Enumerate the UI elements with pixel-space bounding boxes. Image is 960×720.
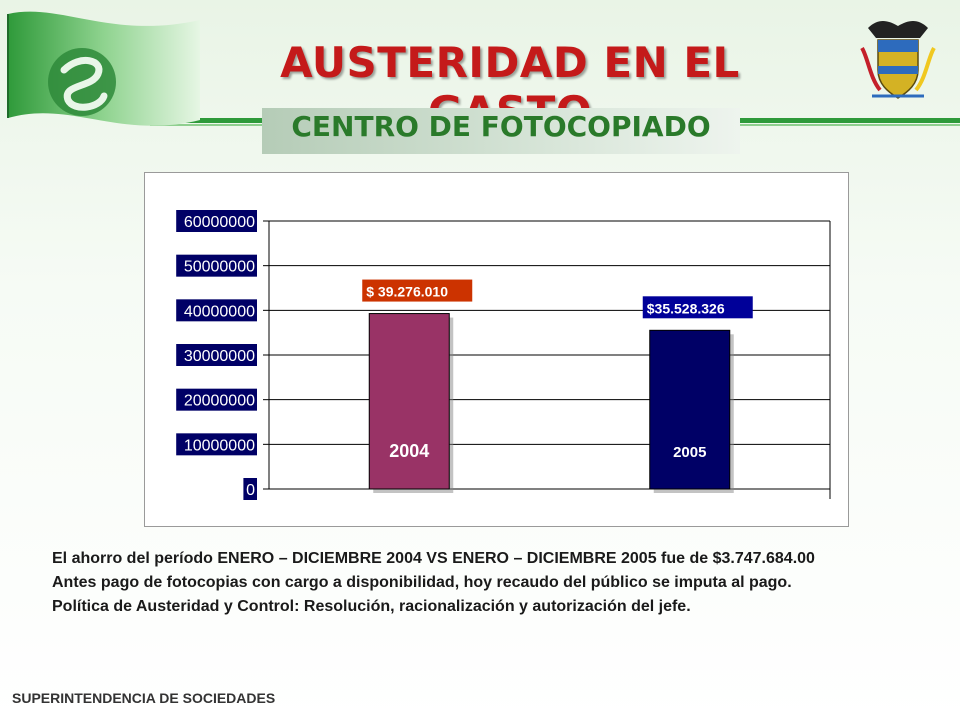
y-tick-label: 30000000	[184, 348, 255, 365]
y-tick-label-bg	[176, 433, 257, 456]
y-tick-label: 0	[246, 482, 255, 499]
y-tick-label-bg	[176, 388, 257, 411]
paragraph-payment: Antes pago de fotocopias con cargo a dis…	[52, 574, 792, 591]
y-tick-label-bg	[176, 344, 257, 366]
subtitle-background	[262, 108, 740, 154]
y-tick-label-bg	[176, 299, 257, 322]
bar-2004	[368, 313, 450, 490]
y-tick-label: 40000000	[184, 303, 255, 320]
bar-2005	[649, 329, 731, 490]
data-label-bg	[642, 296, 753, 319]
data-label: $35.528.326	[647, 300, 725, 316]
bar-chart-svg: 0 10000000 20000000 30000000 40000000 5000000…	[176, 210, 831, 500]
y-tick-label: 20000000	[184, 393, 255, 410]
y-tick-label: 50000000	[184, 259, 255, 276]
footer-text: SUPERINTENDENCIA DE SOCIEDADES	[12, 690, 276, 706]
bar-category-label: 2005	[673, 444, 706, 461]
y-tick-label: 60000000	[184, 214, 255, 231]
bar-category-label: 2004	[389, 441, 429, 461]
y-tick-label-bg	[176, 254, 257, 277]
paragraph-savings: El ahorro del período ENERO – DICIEMBRE …	[52, 550, 815, 567]
y-tick-label: 10000000	[184, 437, 255, 454]
y-tick-label-bg	[243, 478, 257, 500]
data-label: $ 39.276.010	[366, 284, 448, 300]
y-tick-label-bg	[176, 210, 257, 232]
bar-chart: 0 10000000 20000000 30000000 40000000 5000000…	[144, 172, 849, 527]
page-subtitle: CENTRO DE FOTOCOPIADO	[291, 110, 711, 143]
supersociedades-logo	[7, 11, 200, 126]
data-label-bg	[362, 279, 473, 302]
body-text: El ahorro del período ENERO – DICIEMBRE …	[52, 548, 909, 620]
coat-of-arms-icon	[860, 21, 936, 99]
paragraph-policy: Política de Austeridad y Control: Resolu…	[52, 598, 691, 615]
